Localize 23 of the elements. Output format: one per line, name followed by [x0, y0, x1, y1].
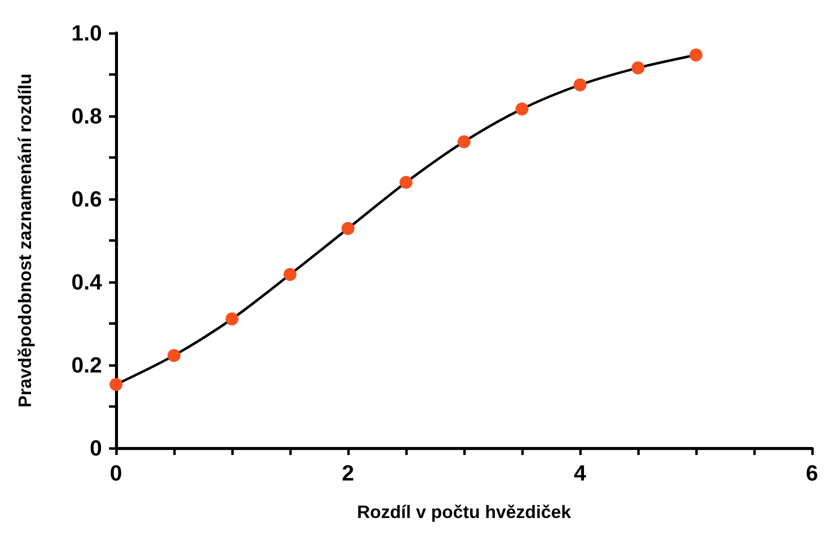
y-tick-label: 0.8: [71, 104, 102, 128]
x-tick-label: 6: [806, 460, 818, 486]
point: [110, 378, 122, 391]
y-tick-label: 0.4: [71, 270, 103, 294]
point: [342, 222, 354, 235]
y-tick-label: 0.2: [71, 352, 102, 378]
point: [632, 61, 644, 74]
point: [400, 176, 412, 189]
point: [516, 102, 528, 116]
point: [168, 348, 180, 362]
point: [458, 135, 470, 148]
point: [226, 312, 238, 326]
y-tick-label: 0: [90, 436, 102, 460]
point: [574, 78, 586, 92]
x-tick-label: 4: [574, 460, 587, 486]
y-tick-label: 0.6: [71, 186, 102, 212]
point: [690, 48, 702, 62]
x-tick-label: 0: [110, 460, 122, 486]
y-axis-title: Pravděpodobnost zaznamenání rozdílu: [15, 73, 35, 408]
y-tick-label: 1.0: [71, 20, 102, 46]
point: [284, 268, 296, 282]
x-axis-title: Rozdíl v počtu hvězdiček: [356, 502, 572, 522]
x-tick-label: 2: [342, 460, 354, 486]
